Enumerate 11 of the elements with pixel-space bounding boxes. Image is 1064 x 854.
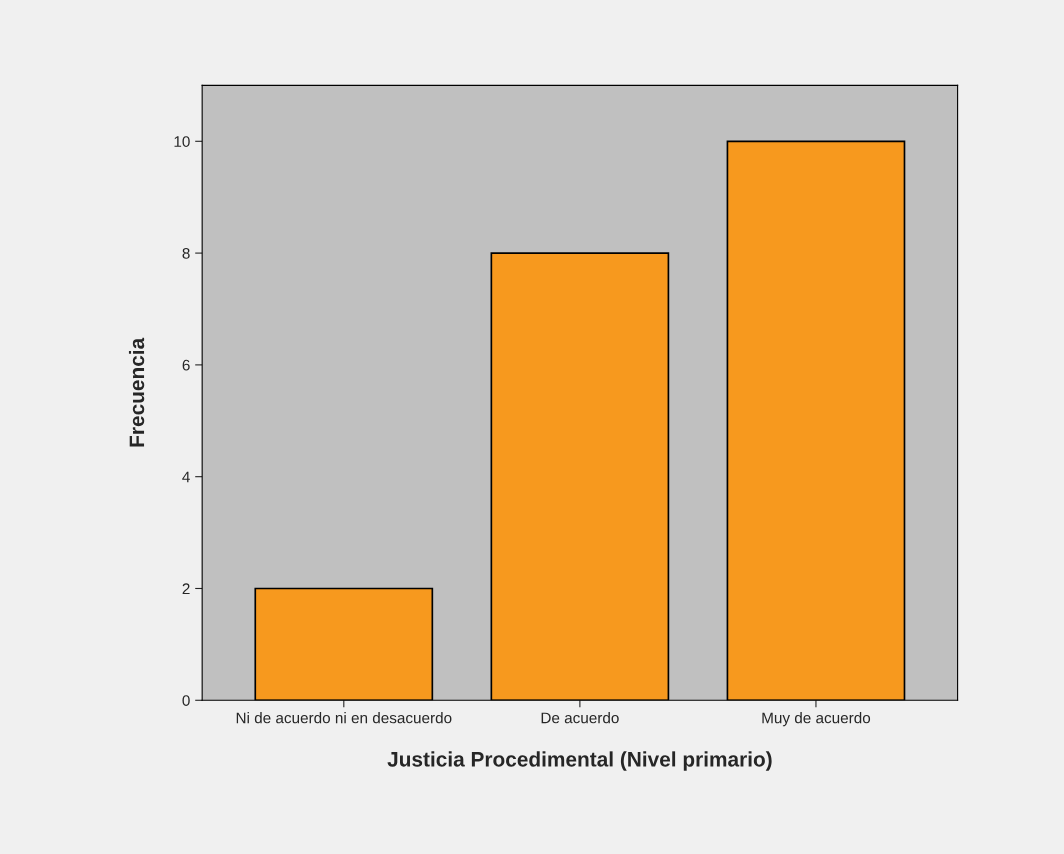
x-tick-label: Muy de acuerdo (762, 712, 871, 727)
y-tick-label: 0 (182, 695, 190, 706)
y-tick-label: 8 (182, 247, 190, 259)
x-tick-label: De acuerdo (541, 712, 619, 724)
y-tick-label: 10 (174, 136, 190, 147)
y-tick-label: 4 (182, 471, 190, 483)
y-axis-title: Frecuencia (128, 337, 145, 447)
y-tick-label: 6 (182, 359, 190, 371)
x-axis-title: Justicia Procedimental (Nivel primario) (387, 751, 772, 771)
x-tick-label: Ni de acuerdo ni en desacuerdo (236, 712, 452, 724)
y-tick-label: 2 (182, 583, 190, 595)
